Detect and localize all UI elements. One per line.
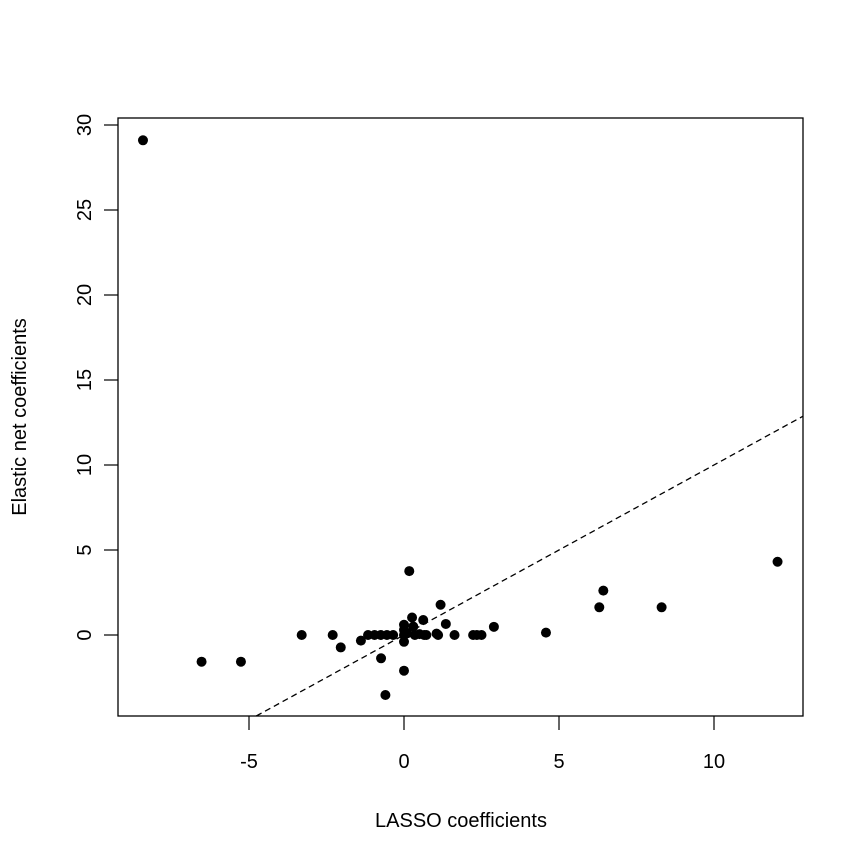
data-point (296, 630, 307, 640)
plot-frame (117, 117, 804, 717)
y-tick-label: 5 (74, 544, 96, 555)
x-axis-title: LASSO coefficients (375, 810, 547, 832)
identity-reference-line (255, 415, 804, 717)
y-axis-title: Elastic net coefficients (9, 318, 31, 516)
y-tick-label: 20 (74, 284, 96, 306)
abline-y-equals-x (255, 415, 804, 717)
data-point (488, 621, 499, 632)
data-points (137, 135, 783, 701)
data-point (404, 566, 415, 577)
data-point (435, 599, 446, 610)
data-point (137, 135, 148, 146)
data-point (380, 690, 391, 701)
data-point (421, 630, 432, 640)
data-point (327, 630, 338, 640)
data-point (196, 656, 207, 667)
y-tick-label: 0 (74, 629, 96, 640)
y-tick-label: 30 (74, 114, 96, 136)
data-point (449, 630, 460, 640)
data-point (598, 585, 609, 596)
data-point (335, 642, 346, 653)
x-tick-label: 10 (703, 751, 725, 773)
data-point (376, 653, 387, 664)
data-point (476, 630, 487, 640)
data-point (399, 619, 409, 630)
data-point (418, 615, 429, 626)
x-tick-label: -5 (240, 751, 258, 773)
data-point (408, 621, 419, 632)
y-tick-label: 10 (74, 454, 96, 476)
data-point (235, 656, 246, 667)
data-point (594, 602, 605, 613)
y-tick-label: 25 (74, 199, 96, 221)
data-point (440, 618, 451, 629)
data-point (399, 665, 409, 676)
data-point (540, 627, 551, 638)
data-point (656, 602, 667, 613)
data-point (772, 556, 783, 567)
x-axis: -5 0 5 10 (240, 716, 725, 773)
data-point (407, 612, 418, 623)
data-point (388, 630, 399, 640)
x-tick-label: 0 (398, 751, 409, 773)
y-axis: 0 5 10 15 20 25 30 (74, 114, 118, 641)
data-point (431, 628, 442, 639)
data-point (355, 635, 366, 646)
x-tick-label: 5 (553, 751, 564, 773)
data-point (402, 628, 413, 639)
y-tick-label: 15 (74, 369, 96, 391)
